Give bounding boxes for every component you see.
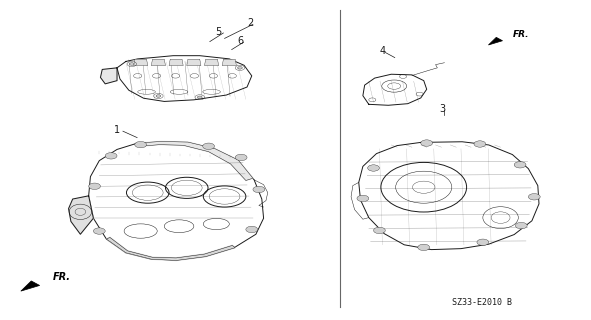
Circle shape — [253, 186, 265, 193]
Circle shape — [368, 165, 379, 171]
Text: 1: 1 — [114, 124, 120, 135]
Polygon shape — [363, 74, 427, 105]
Circle shape — [235, 154, 247, 161]
Circle shape — [135, 141, 147, 148]
Circle shape — [246, 226, 258, 233]
Circle shape — [203, 143, 215, 149]
Circle shape — [418, 244, 430, 251]
Polygon shape — [106, 237, 235, 260]
Circle shape — [357, 195, 369, 202]
Circle shape — [474, 141, 486, 147]
Circle shape — [197, 96, 202, 99]
Text: FR.: FR. — [512, 30, 529, 39]
Circle shape — [515, 222, 527, 229]
Circle shape — [89, 183, 100, 189]
Circle shape — [477, 239, 489, 245]
Text: 2: 2 — [248, 18, 254, 28]
Polygon shape — [151, 59, 165, 66]
Polygon shape — [100, 68, 117, 84]
Circle shape — [514, 162, 526, 168]
Polygon shape — [117, 56, 252, 101]
Text: 6: 6 — [237, 36, 243, 46]
Polygon shape — [69, 196, 93, 234]
Polygon shape — [134, 59, 148, 66]
Circle shape — [528, 194, 540, 200]
Polygon shape — [21, 281, 40, 291]
Circle shape — [374, 227, 385, 234]
Polygon shape — [138, 141, 253, 180]
Circle shape — [421, 140, 433, 146]
Circle shape — [105, 153, 117, 159]
Circle shape — [156, 95, 161, 97]
Circle shape — [129, 63, 134, 65]
Polygon shape — [89, 142, 264, 260]
Text: SZ33-E2010 B: SZ33-E2010 B — [452, 298, 512, 307]
Text: FR.: FR. — [53, 272, 71, 283]
Polygon shape — [488, 37, 502, 45]
Polygon shape — [359, 142, 539, 250]
Polygon shape — [222, 59, 236, 66]
Text: 4: 4 — [380, 46, 386, 56]
Circle shape — [238, 67, 242, 69]
Text: 5: 5 — [216, 27, 222, 37]
Polygon shape — [204, 59, 219, 66]
Text: 3: 3 — [439, 104, 445, 114]
Polygon shape — [169, 59, 183, 66]
Polygon shape — [187, 59, 201, 66]
Circle shape — [93, 228, 105, 234]
